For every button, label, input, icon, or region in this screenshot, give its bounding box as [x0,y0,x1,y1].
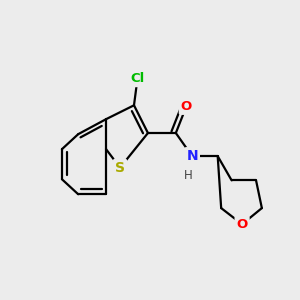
Text: O: O [181,100,192,113]
Text: H: H [184,169,193,182]
Text: Cl: Cl [130,72,145,85]
Text: O: O [236,218,248,231]
Text: S: S [115,161,125,175]
Text: N: N [186,149,198,163]
